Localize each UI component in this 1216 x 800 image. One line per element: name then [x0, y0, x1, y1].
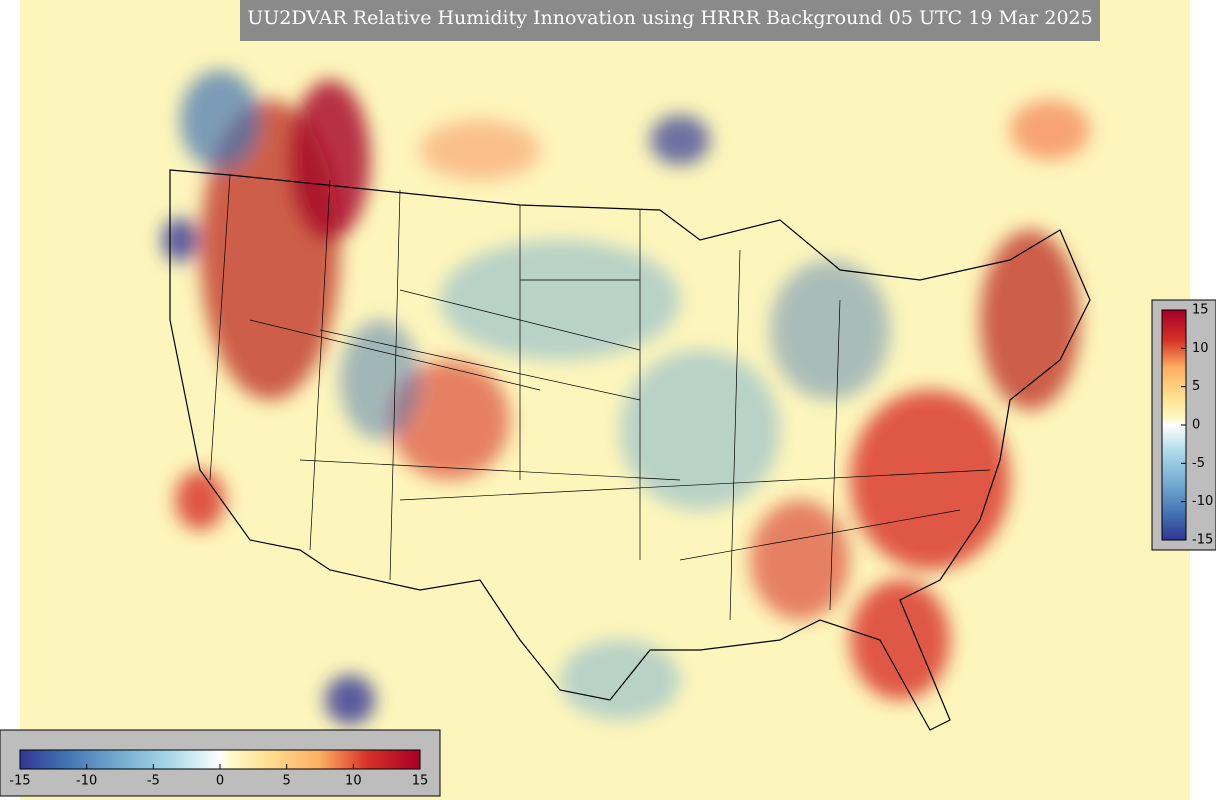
tick-label: 0	[216, 774, 224, 789]
tick-label: 10	[345, 774, 362, 789]
innovation-blobs	[162, 70, 1090, 725]
tick-label: 15	[412, 774, 429, 789]
horizontal-colorbar: -15 -10 -5 0 5 10 15	[0, 729, 441, 797]
tick-label: -15	[9, 774, 30, 789]
vertical-colorbar: -15 -10 -5 0 5 10 15	[1151, 299, 1216, 551]
map-field	[20, 0, 1190, 800]
tick-label: -5	[1192, 456, 1205, 471]
tick-label: -5	[147, 774, 160, 789]
country-outline	[169, 169, 1091, 731]
tick-label: 5	[1192, 379, 1200, 394]
tick-label: 5	[283, 774, 291, 789]
tick-label: -10	[1192, 494, 1213, 509]
map-title: UU2DVAR Relative Humidity Innovation usi…	[247, 7, 1092, 29]
state-borders	[209, 174, 991, 621]
title-box	[240, 0, 1100, 41]
tick-label: 0	[1192, 418, 1200, 433]
tick-label: -10	[76, 774, 97, 789]
tick-label: 10	[1192, 341, 1209, 356]
tick-label: -15	[1192, 533, 1213, 548]
tick-label: 15	[1192, 303, 1209, 318]
